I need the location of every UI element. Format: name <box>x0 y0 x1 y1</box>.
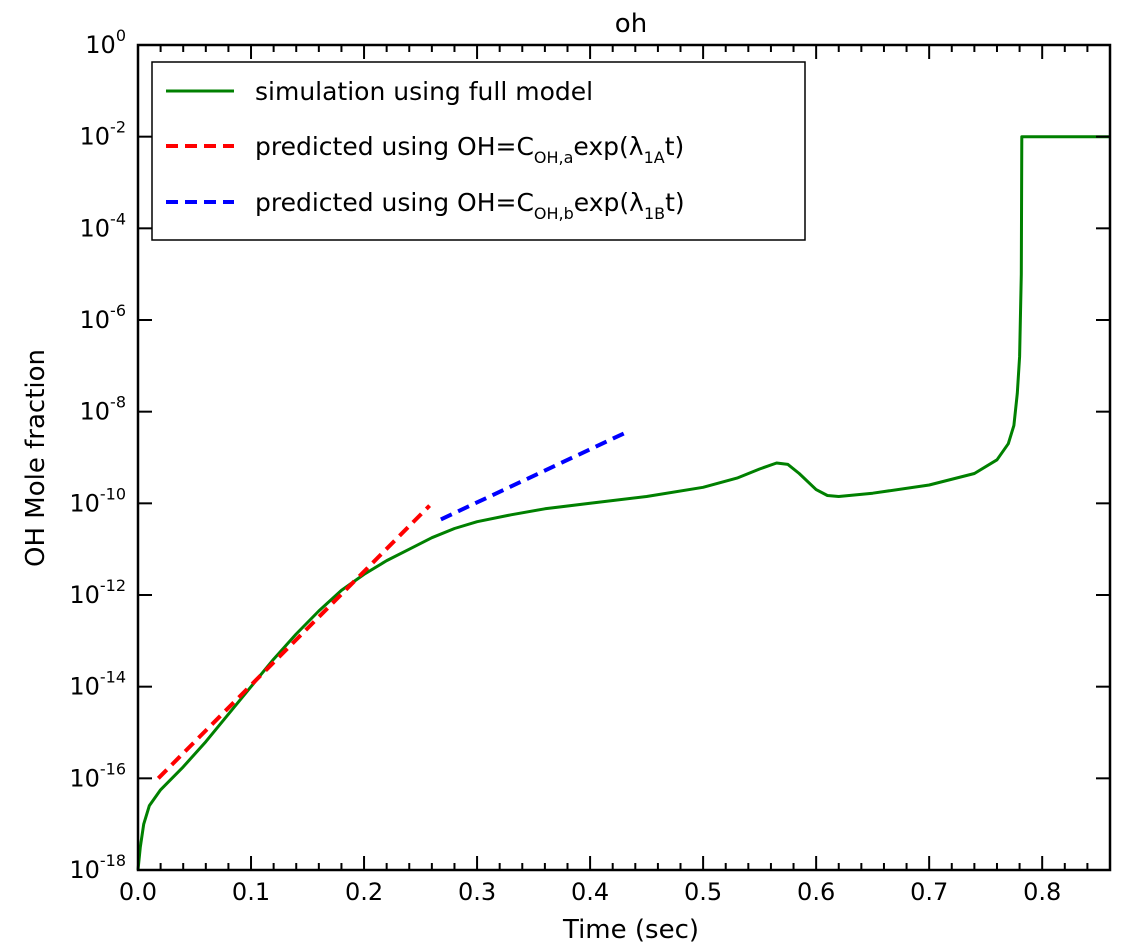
plot-lines <box>136 135 1110 871</box>
legend-label-0: simulation using full model <box>255 77 593 106</box>
y-tick-label: 10-8 <box>80 393 127 426</box>
legend-label-2: predicted using OH=COH,bexp(λ1Bt) <box>255 188 685 223</box>
x-tick-label: 0.1 <box>232 878 270 906</box>
chart-title: oh <box>615 9 647 39</box>
y-tick-label: 10-12 <box>69 576 126 609</box>
x-tick-label: 0.7 <box>910 878 948 906</box>
series-line-0 <box>136 135 1110 871</box>
x-tick-label: 0.3 <box>458 878 496 906</box>
x-tick-label: 0.8 <box>1023 878 1061 906</box>
legend-box <box>151 61 806 241</box>
series-line-1 <box>156 504 432 780</box>
series-line-2 <box>440 430 628 522</box>
x-tick-label: 0.5 <box>684 878 722 906</box>
plot-frame <box>136 43 1112 872</box>
x-axis-title: Time (sec) <box>562 915 699 945</box>
x-tick-label: 0.4 <box>571 878 609 906</box>
y-tick-label: 10-18 <box>69 851 126 884</box>
y-tick-label: 100 <box>85 26 126 59</box>
x-tick-label: 0.2 <box>345 878 383 906</box>
legend-label-1: predicted using OH=COH,aexp(λ1At) <box>255 132 684 167</box>
y-tick-label: 10-16 <box>69 759 126 792</box>
y-tick-label: 10-14 <box>69 668 126 701</box>
y-tick-label: 10-4 <box>80 209 127 242</box>
legend: simulation using full model predicted usi… <box>151 61 806 241</box>
tick-labels: 0.0 0.1 0.2 0.3 0.4 0.5 0.6 0.7 0.8 10-18 10-16 10-… <box>69 26 1061 906</box>
x-tick-label: 0.0 <box>119 878 157 906</box>
y-tick-label: 10-10 <box>69 484 126 517</box>
y-tick-label: 10-2 <box>80 118 127 151</box>
y-axis-title: OH Mole fraction <box>21 349 51 567</box>
axis-ticks <box>137 44 1111 871</box>
x-tick-label: 0.6 <box>797 878 835 906</box>
y-tick-label: 10-6 <box>80 301 127 334</box>
